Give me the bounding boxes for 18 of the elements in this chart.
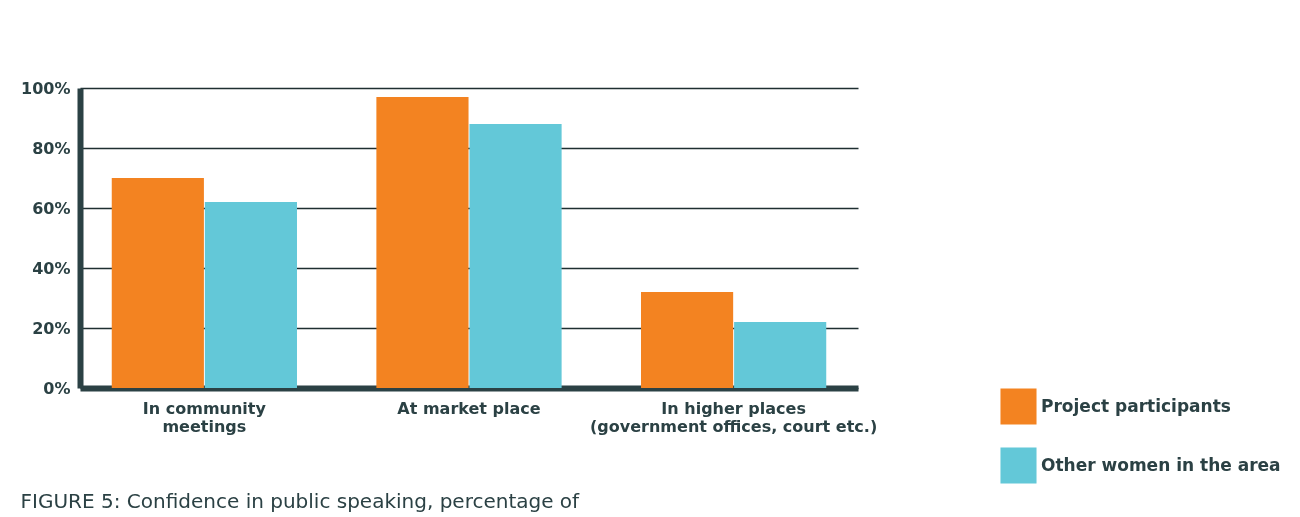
- y-tick-label: 60%: [32, 198, 71, 218]
- bar: [111, 178, 204, 388]
- bar: [204, 202, 297, 388]
- bar: [641, 292, 734, 388]
- x-tick-label: In higher places (government offices, court etc.): [590, 398, 878, 436]
- y-tick-label: 100%: [21, 78, 71, 98]
- legend-label: Project participants: [1041, 395, 1231, 416]
- y-tick-label: 40%: [32, 258, 71, 278]
- caption: FIGURE 5: Confidence in public speaking, percentage of: [20, 489, 581, 513]
- bar: [469, 124, 562, 388]
- bar: [734, 322, 827, 388]
- bar: [376, 97, 469, 388]
- x-tick-label: In community meetings: [142, 398, 267, 436]
- y-tick-label: 20%: [32, 318, 71, 338]
- legend-label: Other women in the area: [1041, 454, 1281, 475]
- y-tick-label: 80%: [32, 138, 71, 158]
- x-tick-label: At market place: [397, 398, 541, 418]
- y-tick-label: 0%: [43, 378, 71, 398]
